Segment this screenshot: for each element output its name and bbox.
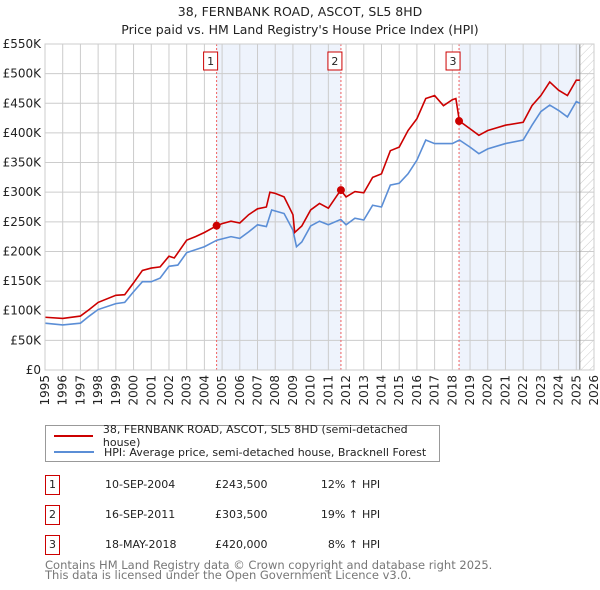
legend-label-hpi: HPI: Average price, semi-detached house,… xyxy=(104,445,427,459)
x-tick-label: 2013 xyxy=(357,375,371,406)
arrow-up-icon: ↑ xyxy=(348,508,358,521)
x-tick-label: 2026 xyxy=(587,375,600,406)
x-tick-label: 1995 xyxy=(38,375,52,406)
sale-price: £303,500 xyxy=(215,508,268,521)
table-row: 2 16-SEP-2011 £303,500 19% ↑ HPI xyxy=(45,505,445,525)
arrow-up-icon: ↑ xyxy=(348,478,358,491)
table-row: 3 18-MAY-2018 £420,000 8% ↑ HPI xyxy=(45,535,445,555)
legend: 38, FERNBANK ROAD, ASCOT, SL5 8HD (semi-… xyxy=(45,423,440,462)
arrow-up-icon: ↑ xyxy=(348,538,358,551)
x-tick-label: 2010 xyxy=(304,375,318,406)
y-tick-label: £450K xyxy=(3,96,43,110)
x-tick-label: 2002 xyxy=(162,375,176,406)
sale-point-3 xyxy=(455,117,464,126)
x-tick-label: 2005 xyxy=(215,375,229,406)
sale-hpi-label: HPI xyxy=(362,478,381,491)
x-tick-label: 2011 xyxy=(321,375,335,406)
sale-badge-label-3: 3 xyxy=(450,55,457,68)
x-tick-label: 2017 xyxy=(428,375,442,406)
y-tick-label: £350K xyxy=(3,156,43,170)
chart-title: 38, FERNBANK ROAD, ASCOT, SL5 8HD xyxy=(177,4,423,19)
sale-hpi-diff: 8% ↑ xyxy=(300,538,358,551)
x-tick-label: 2003 xyxy=(180,375,194,406)
sale-price: £243,500 xyxy=(215,478,268,491)
x-tick-label: 2020 xyxy=(481,375,495,406)
sale-pct: 12% xyxy=(320,478,346,491)
sale-number: 3 xyxy=(45,535,60,555)
x-tick-label: 2023 xyxy=(534,375,548,406)
x-tick-label: 2025 xyxy=(569,375,583,406)
sale-hpi-label: HPI xyxy=(362,508,381,521)
x-tick-label: 2006 xyxy=(233,375,247,406)
legend-label-property: 38, FERNBANK ROAD, ASCOT, SL5 8HD (semi-… xyxy=(102,423,408,449)
footer-licence: This data is licensed under the Open Gov… xyxy=(45,568,412,582)
sale-price: £420,000 xyxy=(215,538,268,551)
y-tick-label: £200K xyxy=(3,244,43,258)
sale-point-1 xyxy=(212,221,221,230)
footer-copyright: Contains HM Land Registry data © Crown c… xyxy=(45,558,493,572)
x-tick-label: 2024 xyxy=(552,375,566,406)
series-line-hpi xyxy=(44,100,581,326)
x-tick-label: 2018 xyxy=(445,375,459,406)
x-tick-label: 2004 xyxy=(197,375,211,406)
sale-date: 18-MAY-2018 xyxy=(105,538,177,551)
sale-badge-2 xyxy=(327,51,343,71)
x-tick-label: 2008 xyxy=(268,375,282,406)
sale-badge-3 xyxy=(445,51,461,71)
sale-hpi-diff: 19% ↑ xyxy=(300,508,358,521)
x-tick-label: 2001 xyxy=(144,375,158,406)
x-tick-label: 2014 xyxy=(374,375,388,406)
shaded-range-2 xyxy=(459,44,580,370)
y-tick-label: £400K xyxy=(3,126,43,140)
table-row: 1 10-SEP-2004 £243,500 12% ↑ HPI xyxy=(45,475,445,495)
sale-date: 10-SEP-2004 xyxy=(105,478,176,491)
sale-pct: 8% xyxy=(327,538,346,551)
x-tick-label: 2012 xyxy=(339,375,353,406)
forecast-hatch xyxy=(579,44,594,370)
chart-subtitle: Price paid vs. HM Land Registry's House … xyxy=(121,22,479,37)
x-tick-label: 2021 xyxy=(498,375,512,406)
footer: Contains HM Land Registry data © Crown c… xyxy=(45,558,493,582)
legend-swatch-hpi xyxy=(54,451,94,453)
x-tick-label: 1997 xyxy=(73,375,87,406)
y-tick-label: £500K xyxy=(3,67,43,81)
sale-point-2 xyxy=(336,186,345,195)
y-tick-label: £250K xyxy=(3,215,43,229)
sale-badge-label-1: 1 xyxy=(207,55,214,68)
series-line-property xyxy=(44,79,580,320)
x-tick-label: 1998 xyxy=(91,375,105,406)
x-tick-label: 2000 xyxy=(127,375,141,406)
sale-number: 2 xyxy=(45,505,60,525)
y-tick-label: £550K xyxy=(3,37,43,51)
x-tick-label: 2007 xyxy=(251,375,265,406)
y-tick-label: £100K xyxy=(3,304,43,318)
x-tick-label: 1996 xyxy=(56,375,70,406)
x-tick-label: 2015 xyxy=(392,375,406,406)
plot-border xyxy=(44,43,595,371)
x-tick-label: 1999 xyxy=(109,375,123,406)
price-chart: 1995 1996 1997 1998 1999 2000 2001 2002 2003 2004… xyxy=(3,37,600,406)
sale-number: 1 xyxy=(45,475,60,495)
x-tick-label: 2016 xyxy=(410,375,424,406)
legend-item-hpi: HPI: Average price, semi-detached house,… xyxy=(54,444,426,460)
sale-hpi-label: HPI xyxy=(362,538,381,551)
legend-swatch-property xyxy=(54,435,93,437)
shaded-range-1 xyxy=(216,44,341,370)
sale-pct: 19% xyxy=(320,508,346,521)
y-tick-label: £150K xyxy=(3,274,43,288)
x-tick-label: 2009 xyxy=(286,375,300,406)
x-tick-label: 2019 xyxy=(463,375,477,406)
legend-item-property: 38, FERNBANK ROAD, ASCOT, SL5 8HD (semi-… xyxy=(54,423,439,449)
sale-date: 16-SEP-2011 xyxy=(105,508,176,521)
sale-badge-label-2: 2 xyxy=(331,55,338,68)
x-tick-label: 2022 xyxy=(516,375,530,406)
sale-hpi-diff: 12% ↑ xyxy=(300,478,358,491)
y-tick-label: £50K xyxy=(10,333,42,347)
sale-badge-1 xyxy=(203,51,219,71)
y-tick-label: £0 xyxy=(26,363,41,377)
y-tick-label: £300K xyxy=(3,185,43,199)
